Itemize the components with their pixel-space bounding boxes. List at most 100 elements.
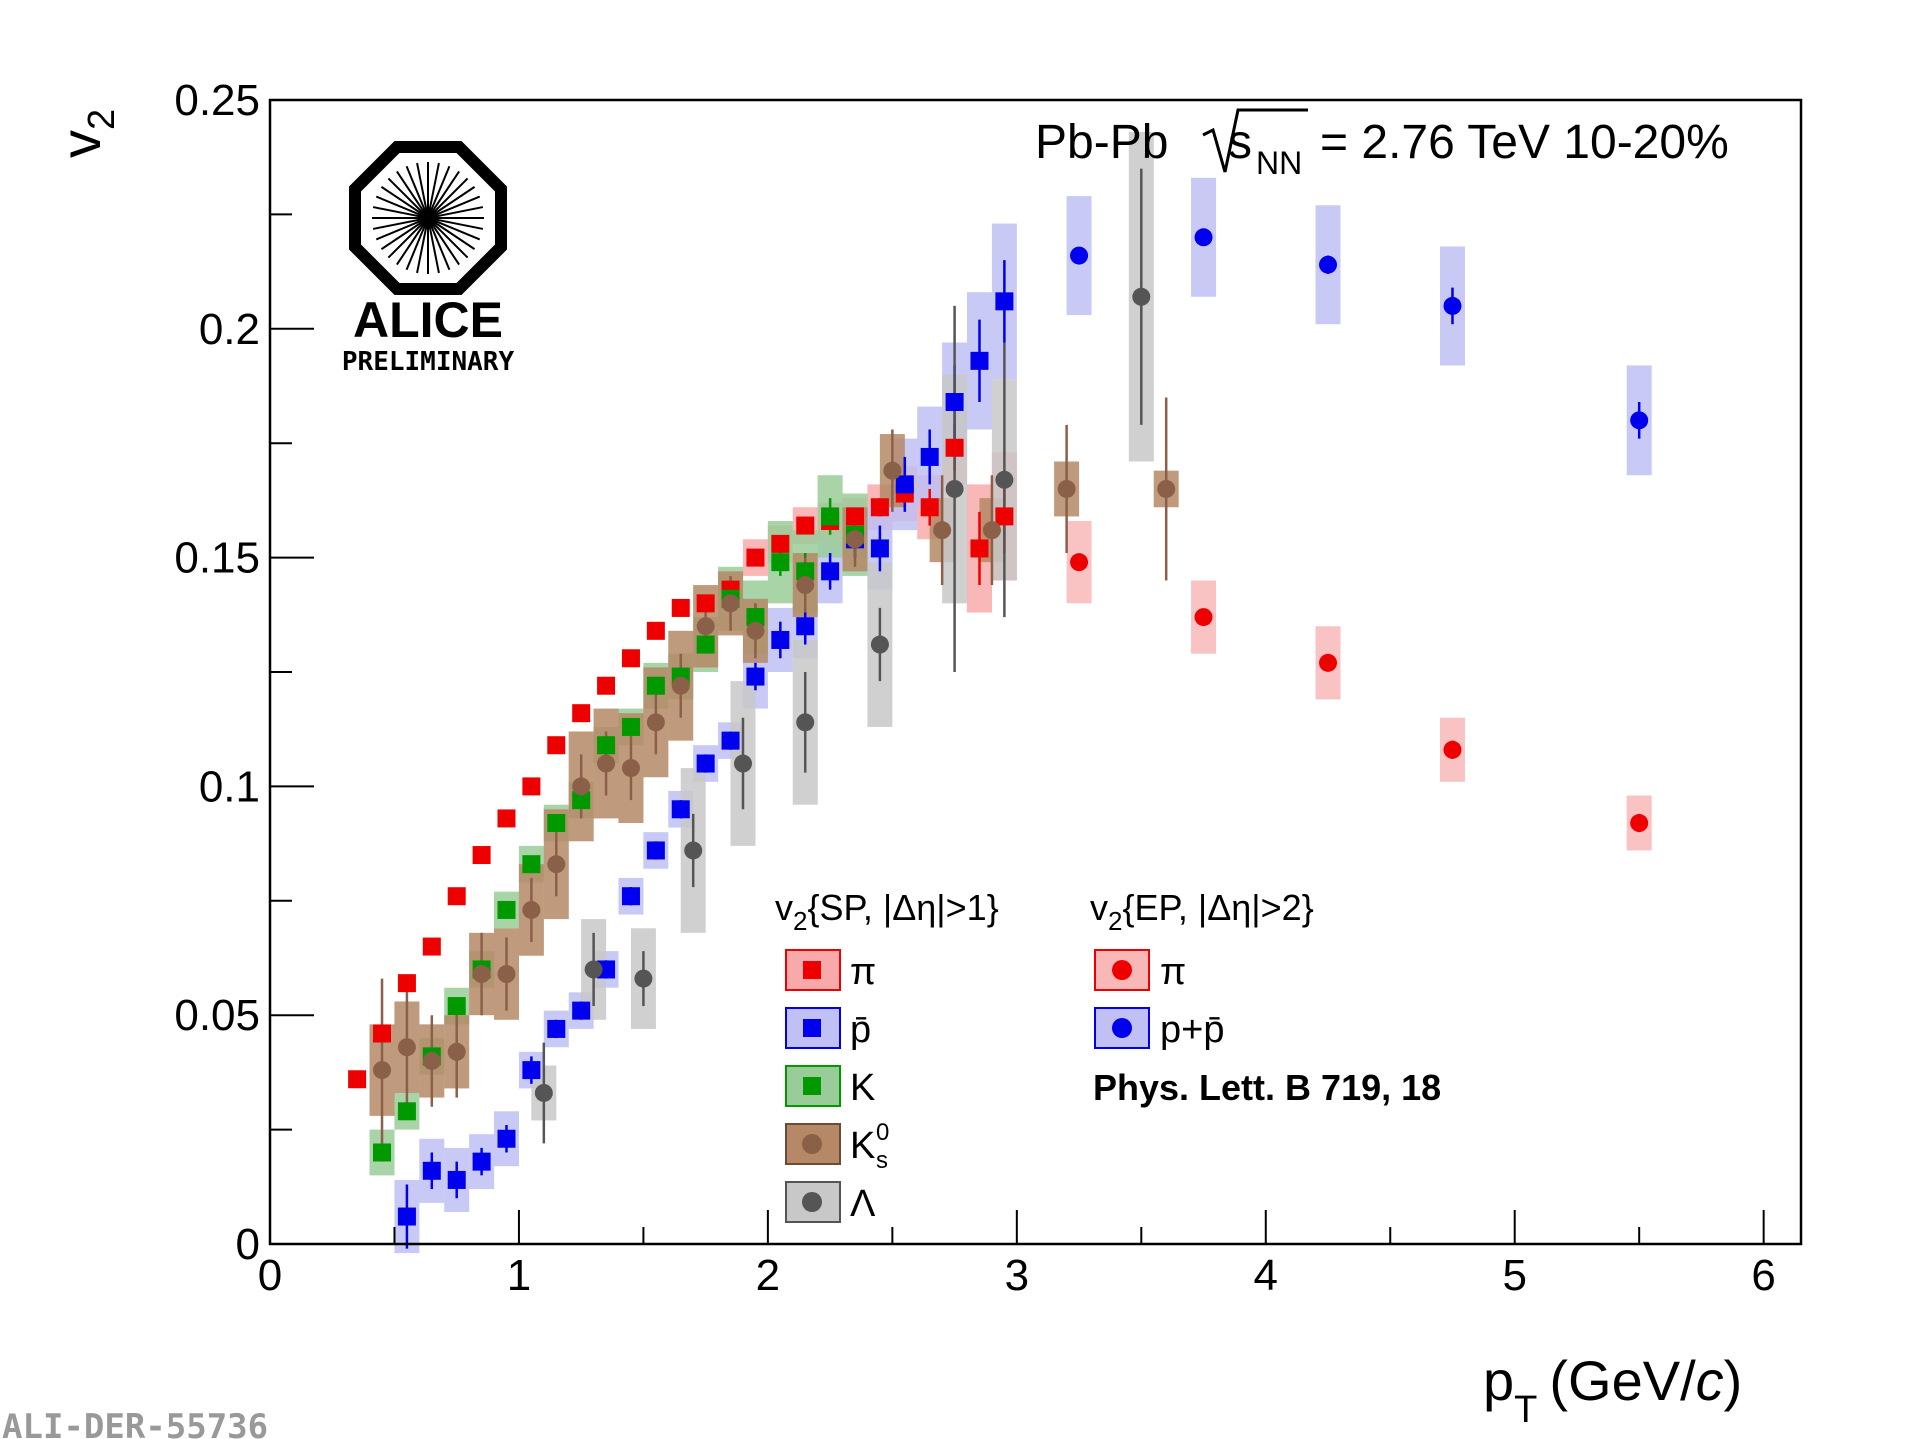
series-6-point xyxy=(1070,246,1089,265)
series-1-point xyxy=(597,960,616,979)
series-3-point xyxy=(497,965,516,984)
series-3-point xyxy=(671,676,690,695)
grey-circle-marker-icon xyxy=(802,1192,822,1212)
series-3-point xyxy=(883,461,902,480)
legend-header-sp: v2{SP, |Δη|>1} xyxy=(775,887,999,936)
series-5-point xyxy=(1630,814,1649,833)
series-0-point xyxy=(422,937,441,956)
series-4-point xyxy=(870,635,889,654)
series-2-point xyxy=(796,562,815,581)
series-2-point xyxy=(597,736,616,755)
series-1-point xyxy=(995,292,1014,311)
series-0-point xyxy=(696,594,715,613)
series-4-point xyxy=(733,754,752,773)
series-4-point xyxy=(995,470,1014,489)
alice-detector-spokes-icon xyxy=(372,162,484,274)
y-axis-ticks: 0 0.05 0.1 0.15 0.2 0.25 xyxy=(174,76,314,1269)
chart-title: Pb-Pb s NN = 2.76 TeV 10-20% xyxy=(1035,108,1729,181)
data-markers xyxy=(348,228,1649,1226)
series-1-point xyxy=(970,351,989,370)
series-2-point xyxy=(572,791,591,810)
y-tick-label: 0.25 xyxy=(174,76,260,125)
series-0-point xyxy=(846,507,865,526)
series-3-point xyxy=(597,754,616,773)
series-0-point xyxy=(870,498,889,517)
logo-spoke xyxy=(372,206,484,230)
svg-text:s: s xyxy=(876,1147,888,1174)
svg-text:π: π xyxy=(1160,951,1186,993)
series-1-point xyxy=(920,447,939,466)
series-3-point xyxy=(621,759,640,778)
watermark: ALI-DER-55736 xyxy=(2,1407,268,1439)
series-3-point xyxy=(447,1042,466,1061)
x-axis-label: pT (GeV/c) xyxy=(1483,1349,1742,1431)
series-1-point xyxy=(497,1129,516,1148)
series-1-point xyxy=(870,539,889,558)
series-3-point xyxy=(547,855,566,874)
series-5-point xyxy=(1319,653,1338,672)
alice-logo: ALICE PRELIMINARY xyxy=(342,141,515,377)
series-1-point xyxy=(547,1019,566,1038)
y-tick-label: 0.05 xyxy=(174,991,260,1040)
legend-entry-pi-ep: π xyxy=(1094,949,1186,993)
series-2-point xyxy=(397,1102,416,1121)
green-square-marker-icon xyxy=(803,1077,821,1095)
brown-circle-marker-icon xyxy=(802,1134,822,1154)
y-tick-label: 0.1 xyxy=(199,762,260,811)
series-4-point xyxy=(796,713,815,732)
series-0-point xyxy=(447,887,466,906)
svg-text:K: K xyxy=(850,1067,875,1109)
y-tick-label: 0.15 xyxy=(174,534,260,583)
series-0-point xyxy=(373,1024,392,1043)
series-1-point xyxy=(447,1170,466,1189)
series-1-point xyxy=(472,1152,491,1171)
series-6-point xyxy=(1443,296,1462,315)
series-0-point xyxy=(597,676,616,695)
series-1-point xyxy=(671,800,690,819)
logo-name: ALICE xyxy=(353,292,503,348)
series-0-point xyxy=(796,516,815,535)
series-3-point xyxy=(796,576,815,595)
svg-text:p̄: p̄ xyxy=(850,1009,871,1051)
legend-entry-k-sp: K xyxy=(785,1065,875,1109)
series-2-point xyxy=(621,717,640,736)
series-0-point xyxy=(397,974,416,993)
series-1-point xyxy=(646,841,665,860)
series-4-point xyxy=(534,1083,553,1102)
series-3-point xyxy=(746,621,765,640)
svg-text:NN: NN xyxy=(1256,145,1302,181)
series-3-point xyxy=(721,594,740,613)
series-3-point xyxy=(1157,479,1176,498)
series-0-point xyxy=(920,498,939,517)
series-0-point xyxy=(572,704,591,723)
series-1-point xyxy=(771,630,790,649)
x-tick-label: 3 xyxy=(1005,1251,1029,1300)
series-1-point xyxy=(522,1061,541,1080)
reference-text: Phys. Lett. B 719, 18 xyxy=(1093,1067,1441,1108)
svg-text:0: 0 xyxy=(876,1119,889,1146)
legend: v2{SP, |Δη|>1} v2{EP, |Δη|>2} π p̄ K K 0… xyxy=(775,887,1441,1225)
logo-preliminary: PRELIMINARY xyxy=(342,347,515,377)
series-1-point xyxy=(696,754,715,773)
series-3-point xyxy=(522,900,541,919)
series-3-point xyxy=(397,1038,416,1057)
series-0-point xyxy=(771,534,790,553)
svg-text:pT(GeV/c): pT (GeV/c) xyxy=(1483,1349,1742,1431)
x-tick-label: 5 xyxy=(1502,1251,1526,1300)
series-3-point xyxy=(373,1061,392,1080)
title-rest: = 2.76 TeV 10-20% xyxy=(1320,116,1729,169)
svg-text:p+p̄: p+p̄ xyxy=(1160,1009,1224,1051)
series-1-point xyxy=(821,562,840,581)
svg-text:= 2.76 TeV 10-20%: = 2.76 TeV 10-20% xyxy=(1320,116,1729,169)
series-0-point xyxy=(671,598,690,617)
red-circle-marker-icon xyxy=(1112,960,1132,980)
series-3-point xyxy=(846,530,865,549)
series-1-point xyxy=(422,1161,441,1180)
series-0-point xyxy=(497,809,516,828)
svg-text:v2: v2 xyxy=(49,109,123,158)
series-0-point xyxy=(522,777,541,796)
x-tick-label: 6 xyxy=(1751,1251,1775,1300)
svg-text:π: π xyxy=(850,951,876,993)
series-3-point xyxy=(933,521,952,540)
series-4-point xyxy=(1132,287,1151,306)
